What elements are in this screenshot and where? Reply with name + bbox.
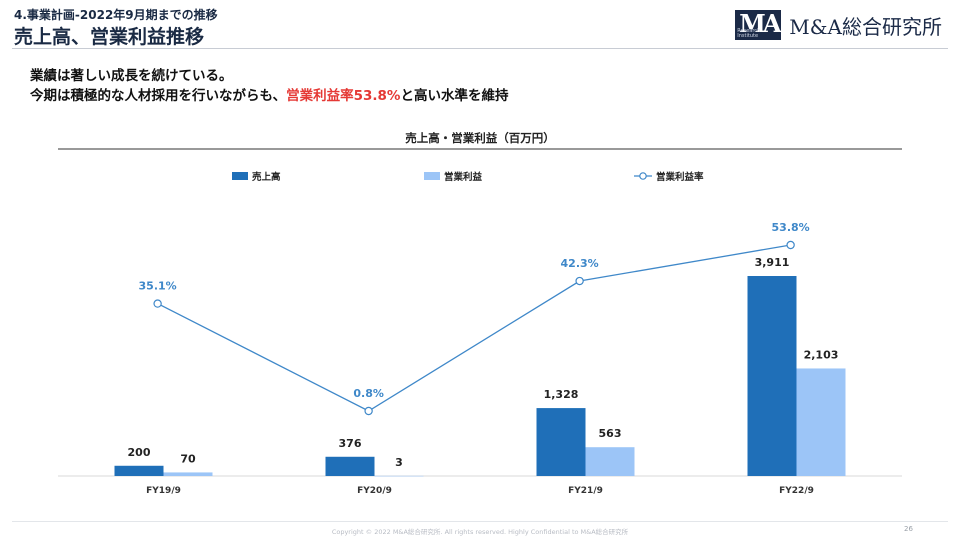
footer-divider xyxy=(12,521,948,522)
copyright-footer: Copyright © 2022 M&A総合研究所. All rights re… xyxy=(331,528,629,536)
data-label-margin: 42.3% xyxy=(561,257,599,270)
data-label-profit: 70 xyxy=(180,452,196,465)
lead-line-1: 業績は著しい成長を続けている。 xyxy=(30,68,233,84)
x-tick-label: FY19/9 xyxy=(146,486,181,496)
data-label-margin: 53.8% xyxy=(772,221,810,234)
x-tick-label: FY20/9 xyxy=(357,486,392,496)
data-label-sales: 1,328 xyxy=(544,388,579,401)
lead-line-2-suffix: と高い水準を維持 xyxy=(400,88,509,104)
logo-brand-text: M&A総合研究所 xyxy=(789,14,942,39)
legend-swatch-margin-marker xyxy=(639,172,647,180)
x-tick-label: FY22/9 xyxy=(779,486,814,496)
margin-line xyxy=(157,244,791,412)
bar-profit xyxy=(374,475,424,477)
logo-mark-subtext: Research Institute xyxy=(737,28,761,39)
data-label-margin: 0.8% xyxy=(353,387,384,400)
lead-line-2-prefix: 今期は積極的な人材採用を行いながらも、 xyxy=(30,88,287,104)
data-label-sales: 3,911 xyxy=(755,256,790,269)
legend-swatch-profit xyxy=(424,172,440,180)
chart-title: 売上高・営業利益（百万円） xyxy=(405,131,555,145)
page-number: 26 xyxy=(904,525,913,533)
legend-swatch-sales xyxy=(232,172,248,180)
data-label-profit: 3 xyxy=(395,456,403,469)
x-tick-label: FY21/9 xyxy=(568,486,603,496)
data-label-sales: 376 xyxy=(339,437,362,450)
margin-point xyxy=(786,240,795,250)
lead-line-2: 今期は積極的な人材採用を行いながらも、営業利益率53.8%と高い水準を維持 xyxy=(30,84,508,104)
page-title: 売上高、営業利益推移 xyxy=(14,26,205,48)
margin-point xyxy=(575,276,584,286)
bar-sales xyxy=(747,276,797,476)
bar-sales xyxy=(114,465,164,476)
legend-label-sales: 売上高 xyxy=(252,171,281,183)
legend-label-profit: 営業利益 xyxy=(444,171,483,183)
data-label-sales: 200 xyxy=(128,446,151,459)
lead-highlight: 営業利益率53.8% xyxy=(286,88,401,104)
bar-profit xyxy=(585,447,635,476)
bar-sales xyxy=(536,408,586,476)
data-label-profit: 563 xyxy=(599,427,622,440)
data-label-profit: 2,103 xyxy=(804,348,839,361)
logo-mark: MA Research Institute xyxy=(735,9,781,40)
bar-profit xyxy=(796,368,846,476)
data-label-margin: 35.1% xyxy=(139,280,177,293)
logo-mark-letters: MA xyxy=(739,9,781,38)
breadcrumb: 4.事業計画-2022年9月期までの推移 xyxy=(14,8,218,22)
company-logo: MA Research Institute M&A総合研究所 xyxy=(735,9,942,40)
margin-point xyxy=(153,299,162,308)
legend-label-margin: 営業利益率 xyxy=(656,171,704,183)
title-divider xyxy=(12,48,948,49)
bar-sales xyxy=(325,456,375,476)
margin-point xyxy=(364,406,373,416)
bar-profit xyxy=(163,472,213,476)
